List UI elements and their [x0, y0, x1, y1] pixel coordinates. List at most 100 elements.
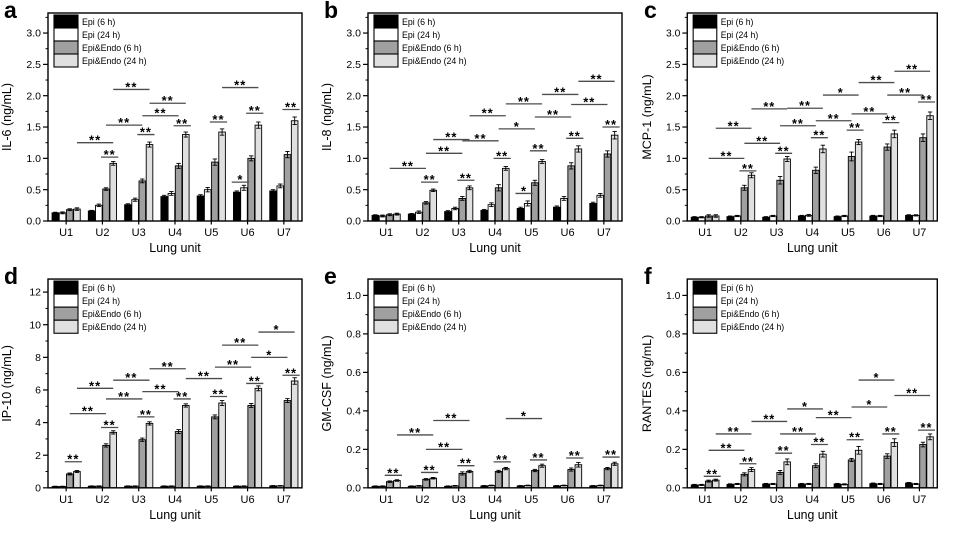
x-tick-label: U3 [132, 227, 146, 239]
significance-asterisk: ** [554, 84, 566, 99]
legend-label: Epi (24 h) [402, 296, 440, 306]
bar [553, 206, 561, 222]
x-tick-label: U7 [913, 494, 927, 506]
y-tick-label: 3.0 [346, 28, 361, 40]
significance-asterisk: ** [162, 359, 174, 374]
legend-label: Epi&Endo (24 h) [402, 322, 466, 332]
y-tick-label: 2.5 [26, 59, 41, 71]
panel-f: f 0.0 0.2 0.4 0.6 0.8 1.0 U1 U2 U3 U4 U5 U6 U7 RANTES… [640, 263, 955, 533]
y-tick-label: 0.0 [346, 216, 361, 228]
y-tick-label: 1.0 [346, 153, 361, 165]
legend-swatch [692, 53, 718, 68]
legend-swatch [373, 293, 399, 308]
panel-letter-f: f [644, 263, 652, 289]
bar [429, 477, 437, 489]
significance-asterisk: ** [234, 335, 246, 350]
bar [458, 197, 467, 222]
legend-swatch [53, 53, 79, 68]
bar-chart-il6: 0.0 0.5 1.0 1.5 2.0 2.5 3.0 U1 U2 U3 U4 U5 U6 U7 IL-6 … [0, 12, 303, 255]
bar [458, 472, 467, 489]
bar [783, 461, 791, 489]
x-tick-label: U1 [379, 494, 393, 506]
significance-asterisk: ** [792, 116, 804, 131]
significance-asterisk: ** [728, 118, 740, 133]
y-axis-title: GM-CSF (ng/mL) [320, 335, 334, 431]
x-tick-label: U3 [452, 494, 466, 506]
legend-swatch [373, 306, 399, 321]
significance-asterisk: ** [921, 420, 933, 435]
y-tick-label: 1.0 [666, 291, 681, 302]
significance-asterisk: ** [721, 148, 733, 163]
bar [290, 120, 299, 222]
plot-border [367, 278, 623, 489]
legend-swatch [373, 319, 399, 334]
bar [102, 188, 110, 222]
panel-b: b 0.0 0.5 1.0 1.5 2.0 2.5 3.0 U1 U2 U3 U4 U5 U6 U7 IL-… [320, 0, 640, 266]
bar [218, 402, 226, 489]
bar [283, 154, 292, 222]
legend-label: Epi&Endo (24 h) [721, 322, 785, 332]
bar [465, 187, 474, 222]
significance-asterisk: * [273, 322, 279, 337]
significance-asterisk: * [802, 399, 808, 414]
legend-swatch [53, 27, 79, 42]
significance-asterisk: ** [813, 128, 825, 143]
significance-asterisk: ** [212, 386, 224, 401]
bar [109, 431, 117, 489]
y-tick-label: 2 [35, 450, 41, 462]
y-tick-label: 1.0 [346, 290, 361, 302]
bar [574, 148, 583, 222]
x-axis-title: Lung unit [149, 241, 201, 255]
significance-asterisk: ** [162, 93, 174, 108]
bar [890, 442, 899, 489]
significance-asterisk: * [266, 347, 272, 362]
significance-asterisk: ** [482, 106, 494, 121]
y-tick-label: 1.5 [346, 122, 361, 134]
legend-label: Epi (6 h) [82, 283, 115, 293]
significance-asterisk: ** [89, 133, 101, 148]
legend-swatch [692, 27, 718, 42]
legend-swatch [53, 306, 79, 321]
legend-swatch [53, 293, 79, 308]
legend-label: Epi (6 h) [82, 17, 115, 27]
y-tick-label: 0.8 [666, 329, 681, 340]
x-tick-label: U2 [95, 227, 109, 239]
x-axis-title: Lung unit [787, 508, 838, 522]
x-tick-label: U6 [561, 227, 575, 239]
bar-chart-rantes: 0.0 0.2 0.4 0.6 0.8 1.0 U1 U2 U3 U4 U5 U6 U7 RANTES (… [640, 278, 938, 522]
significance-asterisk: ** [496, 452, 508, 467]
bar [182, 405, 190, 489]
significance-asterisk: ** [756, 133, 768, 148]
significance-asterisk: ** [828, 111, 840, 126]
panel-d: d 0 2 4 6 8 10 12 U1 U2 U3 U4 U5 U6 U7 IP-10 (ng/mL) Lu… [0, 263, 320, 533]
significance-asterisk: ** [569, 448, 581, 463]
significance-asterisk: ** [154, 106, 166, 121]
x-tick-label: U6 [241, 494, 255, 506]
bar [480, 209, 488, 222]
significance-asterisk: ** [438, 439, 450, 454]
x-tick-label: U4 [805, 227, 819, 239]
significance-asterisk: ** [409, 425, 421, 440]
significance-asterisk: ** [569, 128, 581, 143]
y-axis-title: IP-10 (ng/mL) [0, 345, 14, 422]
bar [610, 463, 619, 489]
x-tick-label: U3 [452, 227, 466, 239]
x-tick-label: U5 [841, 227, 855, 239]
bar [502, 167, 510, 222]
bar [747, 174, 756, 222]
legend-swatch [373, 14, 399, 29]
bar [422, 202, 430, 222]
x-tick-label: U1 [698, 494, 712, 506]
significance-asterisk: ** [518, 94, 530, 109]
bar [531, 182, 539, 222]
bar [531, 470, 539, 489]
y-tick-label: 6 [35, 385, 41, 397]
bar [174, 165, 183, 222]
significance-asterisk: ** [742, 161, 754, 176]
legend-label: Epi (6 h) [721, 283, 754, 293]
legend-swatch [692, 280, 718, 295]
x-tick-label: U6 [877, 494, 891, 506]
panel-letter-c: c [644, 0, 657, 23]
y-tick-label: 1.0 [666, 154, 681, 165]
legend-swatch [373, 53, 399, 68]
